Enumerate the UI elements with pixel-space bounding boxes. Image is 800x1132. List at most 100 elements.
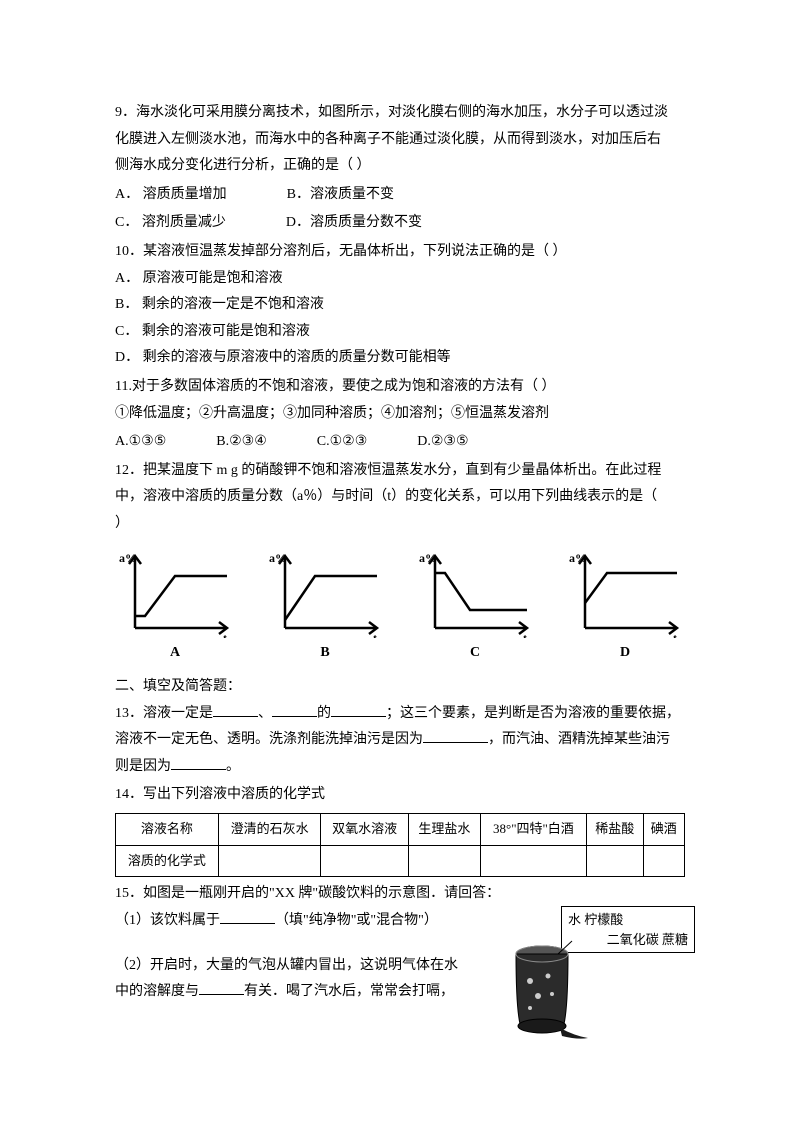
chart-c-label: C	[415, 640, 535, 667]
q10-opt-b: B． 剩余的溶液一定是不饱和溶液	[115, 292, 685, 319]
chart-a-svg: a% t	[115, 548, 235, 638]
q13-text: 的	[317, 706, 331, 721]
chart-x-label: t	[223, 631, 227, 638]
q13-text: ；这三个要素，是判断是否为溶液的重要依据，	[386, 706, 680, 721]
table-header-cell: 生理盐水	[408, 814, 480, 846]
q9-opt-c: C． 溶剂质量减少	[115, 210, 226, 237]
exam-page: 9．海水淡化可采用膜分离技术，如图所示，对淡化膜右侧的海水加压，水分子可以透过淡…	[0, 0, 800, 1132]
question-13: 13．溶液一定是 、 的 ；这三个要素，是判断是否为溶液的重要依据， 溶液不一定无色、…	[115, 701, 685, 781]
chart-c: a% t C	[415, 548, 535, 667]
blank[interactable]	[213, 702, 258, 717]
q14-table: 溶液名称 澄清的石灰水 双氧水溶液 生理盐水 38°"四特"白酒 稀盐酸 碘酒 …	[115, 813, 685, 877]
section-2-heading: 二、填空及简答题：	[115, 674, 685, 701]
q11-options: A.①③⑤ B.②③④ C.①②③ D.②③⑤	[115, 429, 685, 456]
chart-y-label: a%	[269, 551, 287, 565]
question-14: 14．写出下列溶液中溶质的化学式 溶液名称 澄清的石灰水 双氧水溶液 生理盐水 …	[115, 782, 685, 877]
q13-text: ，而汽油、酒精洗掉某些油污	[488, 732, 670, 747]
q9-stem-line: 侧海水成分变化进行分析，正确的是（ ）	[115, 153, 685, 180]
chart-b-svg: a% t	[265, 548, 385, 638]
table-blank-cell[interactable]	[643, 845, 684, 877]
question-11: 11.对于多数固体溶质的不饱和溶液，要使之成为饱和溶液的方法有（ ） ①降低温度…	[115, 374, 685, 456]
q15-part2-line2: 中的溶解度与 有关．喝了汽水后，常常会打嗝，	[115, 979, 480, 1006]
q11-stem-line: 11.对于多数固体溶质的不饱和溶液，要使之成为饱和溶液的方法有（ ）	[115, 374, 685, 401]
chart-b: a% t B	[265, 548, 385, 667]
table-header-cell: 稀盐酸	[586, 814, 643, 846]
q13-line2: 溶液不一定无色、透明。洗涤剂能洗掉油污是因为 ，而汽油、酒精洗掉某些油污	[115, 727, 685, 754]
q12-stem-line: 中，溶液中溶质的质量分数（a％）与时间（t）的变化关系，可以用下列曲线表示的是（	[115, 484, 685, 511]
q9-opt-a: A． 溶质质量增加	[115, 182, 227, 209]
q9-options-row2: C． 溶剂质量减少 D．溶质质量分数不变	[115, 210, 685, 237]
q13-line1: 13．溶液一定是 、 的 ；这三个要素，是判断是否为溶液的重要依据，	[115, 701, 685, 728]
blank[interactable]	[199, 980, 244, 995]
question-15: 15．如图是一瓶刚开启的"XX 牌"碳酸饮料的示意图．请回答： 水 柠檬酸 二氧…	[115, 881, 685, 1005]
table-header-cell: 碘酒	[643, 814, 684, 846]
ingredients-line: 水 柠檬酸	[568, 910, 688, 930]
q14-stem: 14．写出下列溶液中溶质的化学式	[115, 782, 685, 809]
question-9: 9．海水淡化可采用膜分离技术，如图所示，对淡化膜右侧的海水加压，水分子可以透过淡…	[115, 100, 685, 237]
table-blank-cell[interactable]	[321, 845, 408, 877]
q9-opt-b: B．溶液质量不变	[287, 182, 394, 209]
chart-a-label: A	[115, 640, 235, 667]
q13-text: 、	[258, 706, 272, 721]
table-header-cell: 38°"四特"白酒	[480, 814, 586, 846]
can-icon	[500, 936, 595, 1041]
q10-opt-a: A． 原溶液可能是饱和溶液	[115, 266, 685, 293]
chart-d: a% t D	[565, 548, 685, 667]
chart-x-label: t	[523, 631, 527, 638]
table-row: 溶质的化学式	[116, 845, 685, 877]
q13-text: 溶液不一定无色、透明。洗涤剂能洗掉油污是因为	[115, 732, 423, 747]
blank[interactable]	[272, 702, 317, 717]
chart-c-svg: a% t	[415, 548, 535, 638]
q13-text: 。	[226, 759, 240, 774]
q11-stem-line: ①降低温度；②升高温度；③加同种溶质；④加溶剂；⑤恒温蒸发溶剂	[115, 401, 685, 428]
q10-opt-c: C． 剩余的溶液可能是饱和溶液	[115, 319, 685, 346]
chart-d-label: D	[565, 640, 685, 667]
q13-line3: 则是因为 。	[115, 754, 685, 781]
question-12: 12．把某温度下 m g 的硝酸钾不饱和溶液恒温蒸发水分，直到有少量晶体析出。在…	[115, 458, 685, 538]
blank[interactable]	[423, 728, 488, 743]
q12-stem-line: 12．把某温度下 m g 的硝酸钾不饱和溶液恒温蒸发水分，直到有少量晶体析出。在…	[115, 458, 685, 485]
question-10: 10．某溶液恒温蒸发掉部分溶剂后，无晶体析出，下列说法正确的是（ ） A． 原溶…	[115, 239, 685, 372]
chart-x-label: t	[373, 631, 377, 638]
q15-part1: （1）该饮料属于 （填"纯净物"或"混合物"）	[115, 908, 480, 935]
q15-text: （2）开启时，大量的气泡从罐内冒出，这说明气体在水	[115, 958, 458, 973]
table-blank-cell[interactable]	[586, 845, 643, 877]
chart-y-label: a%	[119, 551, 137, 565]
table-header-cell: 溶液名称	[116, 814, 219, 846]
table-header-cell: 澄清的石灰水	[218, 814, 321, 846]
blank[interactable]	[220, 909, 275, 924]
q12-charts: a% t A a% t B	[115, 548, 685, 667]
chart-x-label: t	[673, 631, 677, 638]
table-blank-cell[interactable]	[480, 845, 586, 877]
q11-opt-c: C.①②③	[317, 429, 368, 456]
q15-part2: （2）开启时，大量的气泡从罐内冒出，这说明气体在水	[115, 953, 480, 980]
chart-d-svg: a% t	[565, 548, 685, 638]
q15-text: 中的溶解度与	[115, 984, 199, 999]
q11-opt-d: D.②③⑤	[417, 429, 468, 456]
q13-text: 则是因为	[115, 759, 171, 774]
blank[interactable]	[331, 702, 386, 717]
table-row-label: 溶质的化学式	[116, 845, 219, 877]
q9-opt-d: D．溶质质量分数不变	[286, 210, 422, 237]
chart-b-label: B	[265, 640, 385, 667]
q9-stem-line: 化膜进入左侧淡水池，而海水中的各种离子不能通过淡化膜，从而得到淡水，对加压后右	[115, 127, 685, 154]
q11-opt-b: B.②③④	[216, 429, 267, 456]
chart-y-label: a%	[569, 551, 587, 565]
chart-a: a% t A	[115, 548, 235, 667]
q10-stem: 10．某溶液恒温蒸发掉部分溶剂后，无晶体析出，下列说法正确的是（ ）	[115, 239, 685, 266]
q15-stem: 15．如图是一瓶刚开启的"XX 牌"碳酸饮料的示意图．请回答：	[115, 881, 685, 908]
table-header-cell: 双氧水溶液	[321, 814, 408, 846]
table-blank-cell[interactable]	[408, 845, 480, 877]
q15-text: （1）该饮料属于	[115, 913, 220, 928]
blank[interactable]	[171, 755, 226, 770]
q9-stem-line: 9．海水淡化可采用膜分离技术，如图所示，对淡化膜右侧的海水加压，水分子可以透过淡	[115, 100, 685, 127]
q9-options-row1: A． 溶质质量增加 B．溶液质量不变	[115, 182, 685, 209]
table-row: 溶液名称 澄清的石灰水 双氧水溶液 生理盐水 38°"四特"白酒 稀盐酸 碘酒	[116, 814, 685, 846]
q15-text: 有关．喝了汽水后，常常会打嗝，	[244, 984, 454, 999]
q13-text: 13．溶液一定是	[115, 706, 213, 721]
table-blank-cell[interactable]	[218, 845, 321, 877]
q10-opt-d: D． 剩余的溶液与原溶液中的溶质的质量分数可能相等	[115, 345, 685, 372]
q11-opt-a: A.①③⑤	[115, 429, 166, 456]
q12-stem-line: ）	[115, 511, 685, 538]
q15-text: （填"纯净物"或"混合物"）	[275, 913, 438, 928]
